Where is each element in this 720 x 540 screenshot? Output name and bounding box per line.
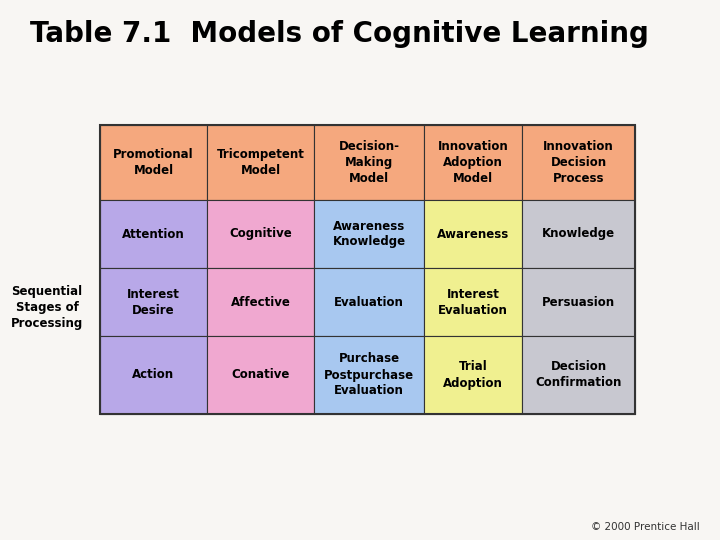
Text: Persuasion: Persuasion [542,295,615,308]
Bar [207,336,314,414]
Text: Tricompetent
Model: Tricompetent Model [217,148,305,177]
Bar [314,268,424,336]
Text: Attention: Attention [122,227,185,240]
Bar [207,268,314,336]
Bar [522,268,635,336]
Bar [522,200,635,268]
Bar [100,336,207,414]
Text: Evaluation: Evaluation [334,295,404,308]
Text: Action: Action [132,368,174,381]
Bar [100,200,207,268]
Text: Awareness
Knowledge: Awareness Knowledge [333,219,405,248]
Text: Innovation
Decision
Process: Innovation Decision Process [543,140,614,185]
Bar [100,125,207,200]
Text: Promotional
Model: Promotional Model [113,148,194,177]
Bar [314,336,424,414]
Bar [424,125,522,200]
Text: Affective: Affective [230,295,290,308]
Text: Decision
Confirmation: Decision Confirmation [535,361,621,389]
Text: Cognitive: Cognitive [229,227,292,240]
Bar [314,125,424,200]
Text: Knowledge: Knowledge [542,227,615,240]
Text: Purchase
Postpurchase
Evaluation: Purchase Postpurchase Evaluation [324,353,414,397]
Bar [207,125,314,200]
Bar [100,268,207,336]
Text: Awareness: Awareness [437,227,509,240]
Bar [424,268,522,336]
Text: Innovation
Adoption
Model: Innovation Adoption Model [438,140,508,185]
Text: Interest
Desire: Interest Desire [127,287,180,316]
Text: Table 7.1  Models of Cognitive Learning: Table 7.1 Models of Cognitive Learning [30,20,649,48]
Text: Conative: Conative [231,368,289,381]
Bar [424,336,522,414]
Text: Trial
Adoption: Trial Adoption [443,361,503,389]
Bar [522,125,635,200]
Bar [424,200,522,268]
Text: Decision-
Making
Model: Decision- Making Model [338,140,400,185]
Bar [522,336,635,414]
Text: Interest
Evaluation: Interest Evaluation [438,287,508,316]
Bar [207,200,314,268]
Bar [314,200,424,268]
Bar [100,125,635,414]
Text: Sequential
Stages of
Processing: Sequential Stages of Processing [11,285,83,329]
Text: © 2000 Prentice Hall: © 2000 Prentice Hall [591,522,700,532]
